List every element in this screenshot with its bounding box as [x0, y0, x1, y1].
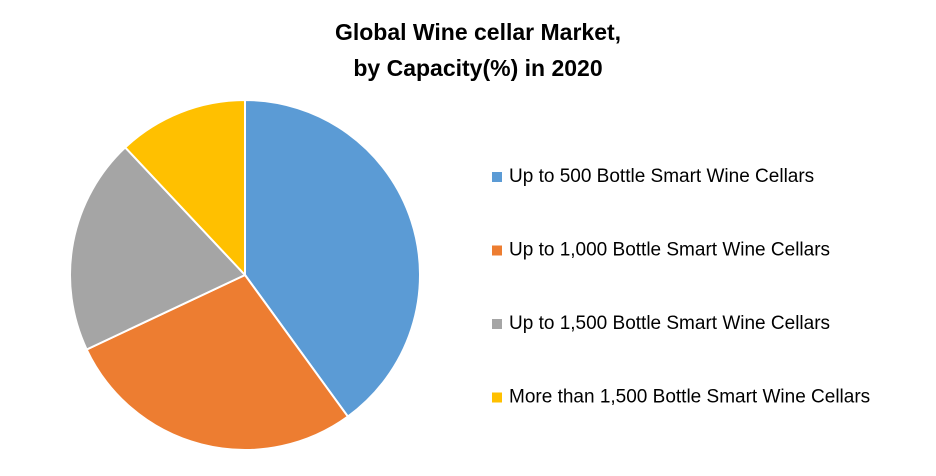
legend-label: Up to 1,500 Bottle Smart Wine Cellars: [509, 313, 830, 334]
legend-label: More than 1,500 Bottle Smart Wine Cellar…: [509, 387, 870, 408]
pie-slice: [123, 98, 246, 278]
chart-title: Global Wine cellar Market,: [335, 19, 621, 45]
pie-slice: [85, 273, 350, 451]
legend-label: Up to 500 Bottle Smart Wine Cellars: [509, 166, 814, 187]
legend-swatch: [492, 245, 502, 256]
legend-swatch: [492, 172, 502, 182]
legend-label: Up to 1,000 Bottle Smart Wine Cellars: [509, 240, 830, 261]
legend-swatch: [492, 392, 502, 403]
pie-slice: [69, 146, 247, 351]
legend-swatch: [492, 319, 502, 329]
chart-title: by Capacity(%) in 2020: [353, 55, 602, 81]
pie-slice: [244, 98, 421, 418]
